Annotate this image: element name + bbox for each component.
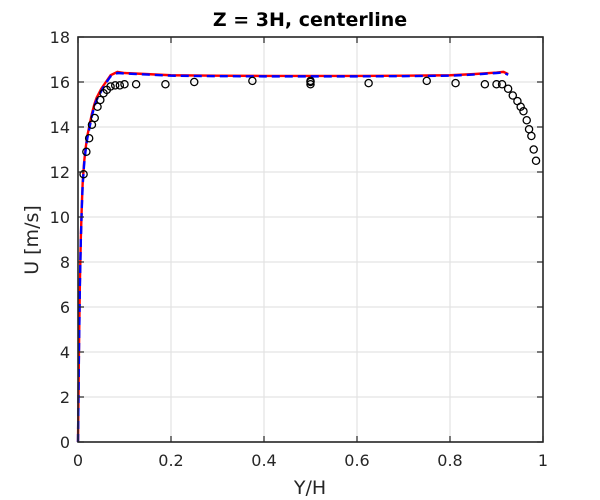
data-point bbox=[531, 156, 541, 165]
data-point bbox=[161, 80, 170, 89]
y-tick-label: 6 bbox=[60, 298, 70, 317]
y-axis-title: U [m/s] bbox=[21, 205, 43, 275]
data-point bbox=[90, 113, 99, 123]
data-point bbox=[79, 169, 88, 179]
data-point bbox=[519, 107, 528, 116]
data-point bbox=[364, 78, 373, 88]
data-point bbox=[131, 80, 141, 89]
series-layer bbox=[76, 70, 541, 443]
data-point bbox=[422, 76, 431, 86]
series-line-dashed bbox=[76, 71, 509, 443]
data-point bbox=[96, 95, 105, 105]
x-tick-label: 0 bbox=[73, 451, 83, 470]
x-tick-label: 0.4 bbox=[251, 451, 276, 470]
x-tick-label: 0.8 bbox=[437, 451, 462, 470]
data-point bbox=[497, 80, 507, 89]
plot-area bbox=[78, 37, 543, 442]
y-tick-label: 16 bbox=[50, 73, 70, 92]
data-point bbox=[529, 145, 538, 154]
chart-title: Z = 3H, centerline bbox=[213, 9, 407, 31]
x-axis-title: Y/H bbox=[293, 477, 326, 499]
x-tick-label: 0.2 bbox=[158, 451, 183, 470]
data-point bbox=[106, 82, 115, 91]
y-tick-label: 12 bbox=[50, 163, 70, 182]
data-point bbox=[120, 80, 129, 89]
data-point bbox=[306, 77, 315, 87]
y-tick-label: 2 bbox=[60, 388, 70, 407]
data-point bbox=[508, 91, 518, 100]
data-point bbox=[82, 147, 91, 156]
data-point bbox=[110, 81, 120, 90]
data-point bbox=[189, 77, 199, 87]
data-point bbox=[115, 81, 125, 90]
data-point bbox=[503, 84, 513, 94]
data-point bbox=[527, 131, 536, 141]
data-point bbox=[516, 102, 525, 112]
grid bbox=[77, 36, 544, 443]
y-tick-label: 14 bbox=[50, 118, 70, 137]
data-point bbox=[522, 116, 531, 125]
y-tick-label: 10 bbox=[50, 208, 70, 227]
data-point bbox=[480, 80, 490, 89]
data-point bbox=[84, 133, 94, 143]
x-tick-label: 0.6 bbox=[344, 451, 369, 470]
data-point bbox=[492, 80, 501, 89]
data-point bbox=[248, 76, 257, 86]
y-tick-label: 4 bbox=[60, 343, 70, 362]
measured-points bbox=[79, 76, 541, 179]
axes-box bbox=[77, 36, 544, 443]
x-tick-label: 1 bbox=[538, 451, 548, 470]
y-tick-label: 0 bbox=[60, 433, 70, 452]
y-tick-label: 18 bbox=[50, 28, 70, 47]
y-tick-label: 8 bbox=[60, 253, 70, 272]
data-point bbox=[451, 78, 460, 88]
